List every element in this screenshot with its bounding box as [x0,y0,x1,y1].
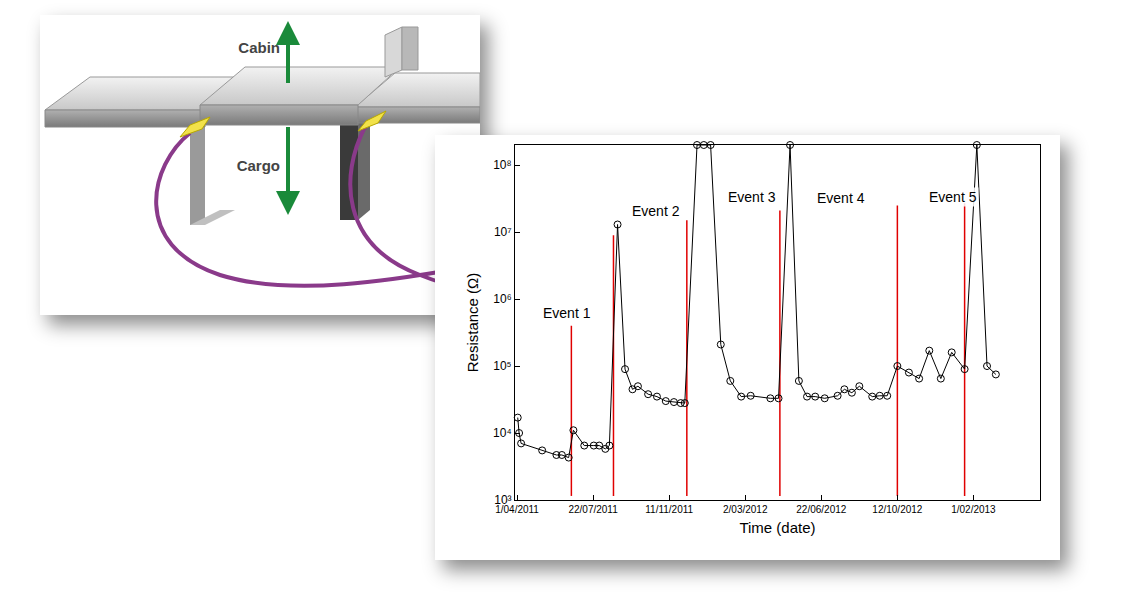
svg-text:1/02/2013: 1/02/2013 [951,504,996,515]
svg-text:Event 5: Event 5 [929,189,977,205]
svg-text:10⁶: 10⁶ [493,292,511,306]
svg-text:Event 2: Event 2 [632,203,680,219]
svg-text:10⁷: 10⁷ [494,225,512,239]
svg-text:22/06/2012: 22/06/2012 [796,504,846,515]
svg-text:10⁵: 10⁵ [493,359,511,373]
svg-text:Cargo: Cargo [237,157,280,174]
svg-text:12/10/2012: 12/10/2012 [872,504,922,515]
svg-text:10⁴: 10⁴ [493,426,512,440]
svg-text:1/04/2011: 1/04/2011 [495,504,539,515]
svg-text:22/07/2011: 22/07/2011 [568,504,618,515]
svg-text:11/11/2011: 11/11/2011 [645,504,693,515]
svg-text:2/03/2012: 2/03/2012 [723,504,768,515]
svg-text:Time (date): Time (date) [739,519,815,536]
svg-text:Resistance (Ω): Resistance (Ω) [464,273,481,373]
svg-text:10⁸: 10⁸ [493,158,511,172]
svg-text:Event 3: Event 3 [728,189,776,205]
svg-text:Event 4: Event 4 [817,190,865,206]
svg-text:Cabin: Cabin [238,39,280,56]
svg-text:Event 1: Event 1 [543,305,591,321]
svg-text:10³: 10³ [494,493,511,507]
